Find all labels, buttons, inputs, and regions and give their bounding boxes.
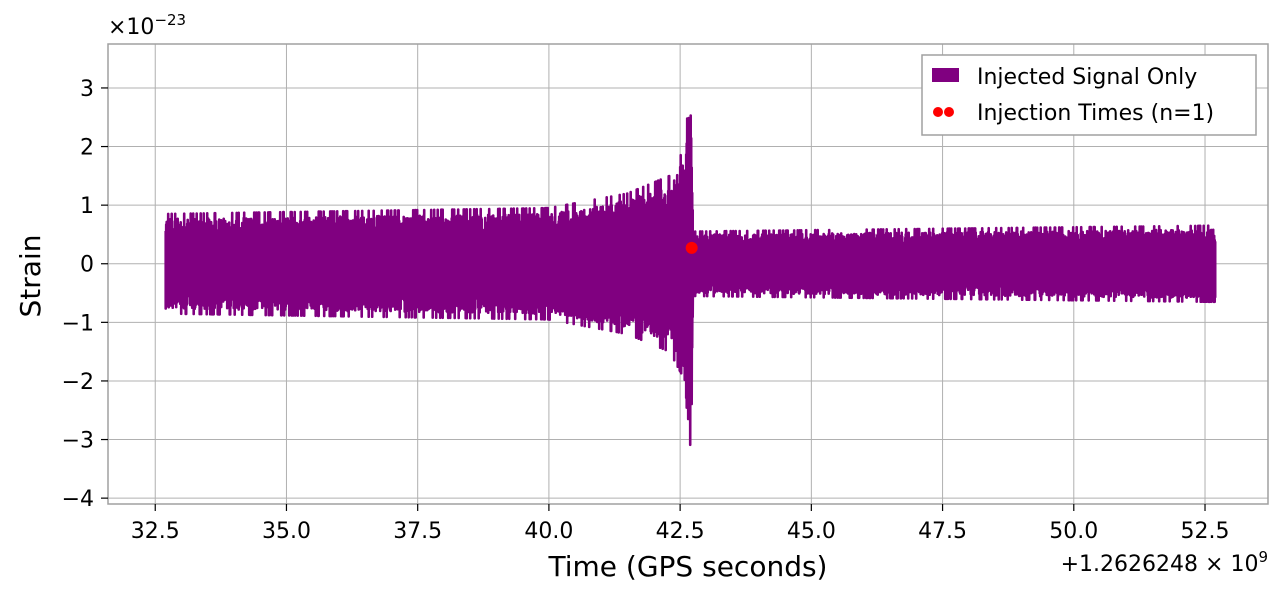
x-tick-label: 52.5: [1181, 519, 1230, 544]
x-tick-label: 42.5: [656, 519, 705, 544]
y-tick-label: 3: [80, 77, 94, 102]
legend-marker-injection: [933, 107, 943, 117]
signal-trace: [164, 114, 1217, 447]
y-axis-label: Strain: [14, 235, 47, 318]
x-offset-label: +1.2626248 × 109: [1061, 548, 1268, 577]
y-tick-label: −1: [62, 311, 94, 336]
plot-frame: [107, 43, 1269, 505]
x-tick-label: 45.0: [787, 519, 836, 544]
y-tick-label: −4: [62, 487, 94, 512]
legend: Injected Signal Only Injection Times (n=…: [921, 54, 1257, 136]
x-tick-label: 32.5: [131, 519, 180, 544]
legend-label-injection: Injection Times (n=1): [977, 101, 1214, 126]
injection-point: [685, 241, 698, 254]
y-tick-label: 2: [80, 136, 94, 161]
legend-marker-injection: [944, 107, 954, 117]
legend-box: [921, 54, 1257, 136]
y-tick-label: −3: [62, 429, 94, 454]
x-tick-label: 37.5: [393, 519, 442, 544]
y-tick-label: 1: [80, 194, 94, 219]
legend-label-signal: Injected Signal Only: [977, 65, 1197, 90]
injection-points: [685, 241, 698, 254]
y-ticks: 3 2 1 0 −1 −2 −3 −4: [62, 77, 108, 512]
y-tick-label: 0: [80, 253, 94, 278]
x-tick-label: 50.0: [1049, 519, 1098, 544]
x-ticks: 32.5 35.0 37.5 40.0 42.5 45.0 47.5 50.0 52.5: [131, 504, 1230, 544]
y-tick-label: −2: [62, 370, 94, 395]
legend-swatch-signal: [932, 68, 959, 82]
x-tick-label: 40.0: [524, 519, 573, 544]
x-tick-label: 47.5: [918, 519, 967, 544]
y-scale-label: ×10−23: [108, 11, 186, 40]
signal-series: [164, 114, 1217, 447]
x-axis-label: Time (GPS seconds): [548, 550, 828, 583]
x-tick-label: 35.0: [262, 519, 311, 544]
